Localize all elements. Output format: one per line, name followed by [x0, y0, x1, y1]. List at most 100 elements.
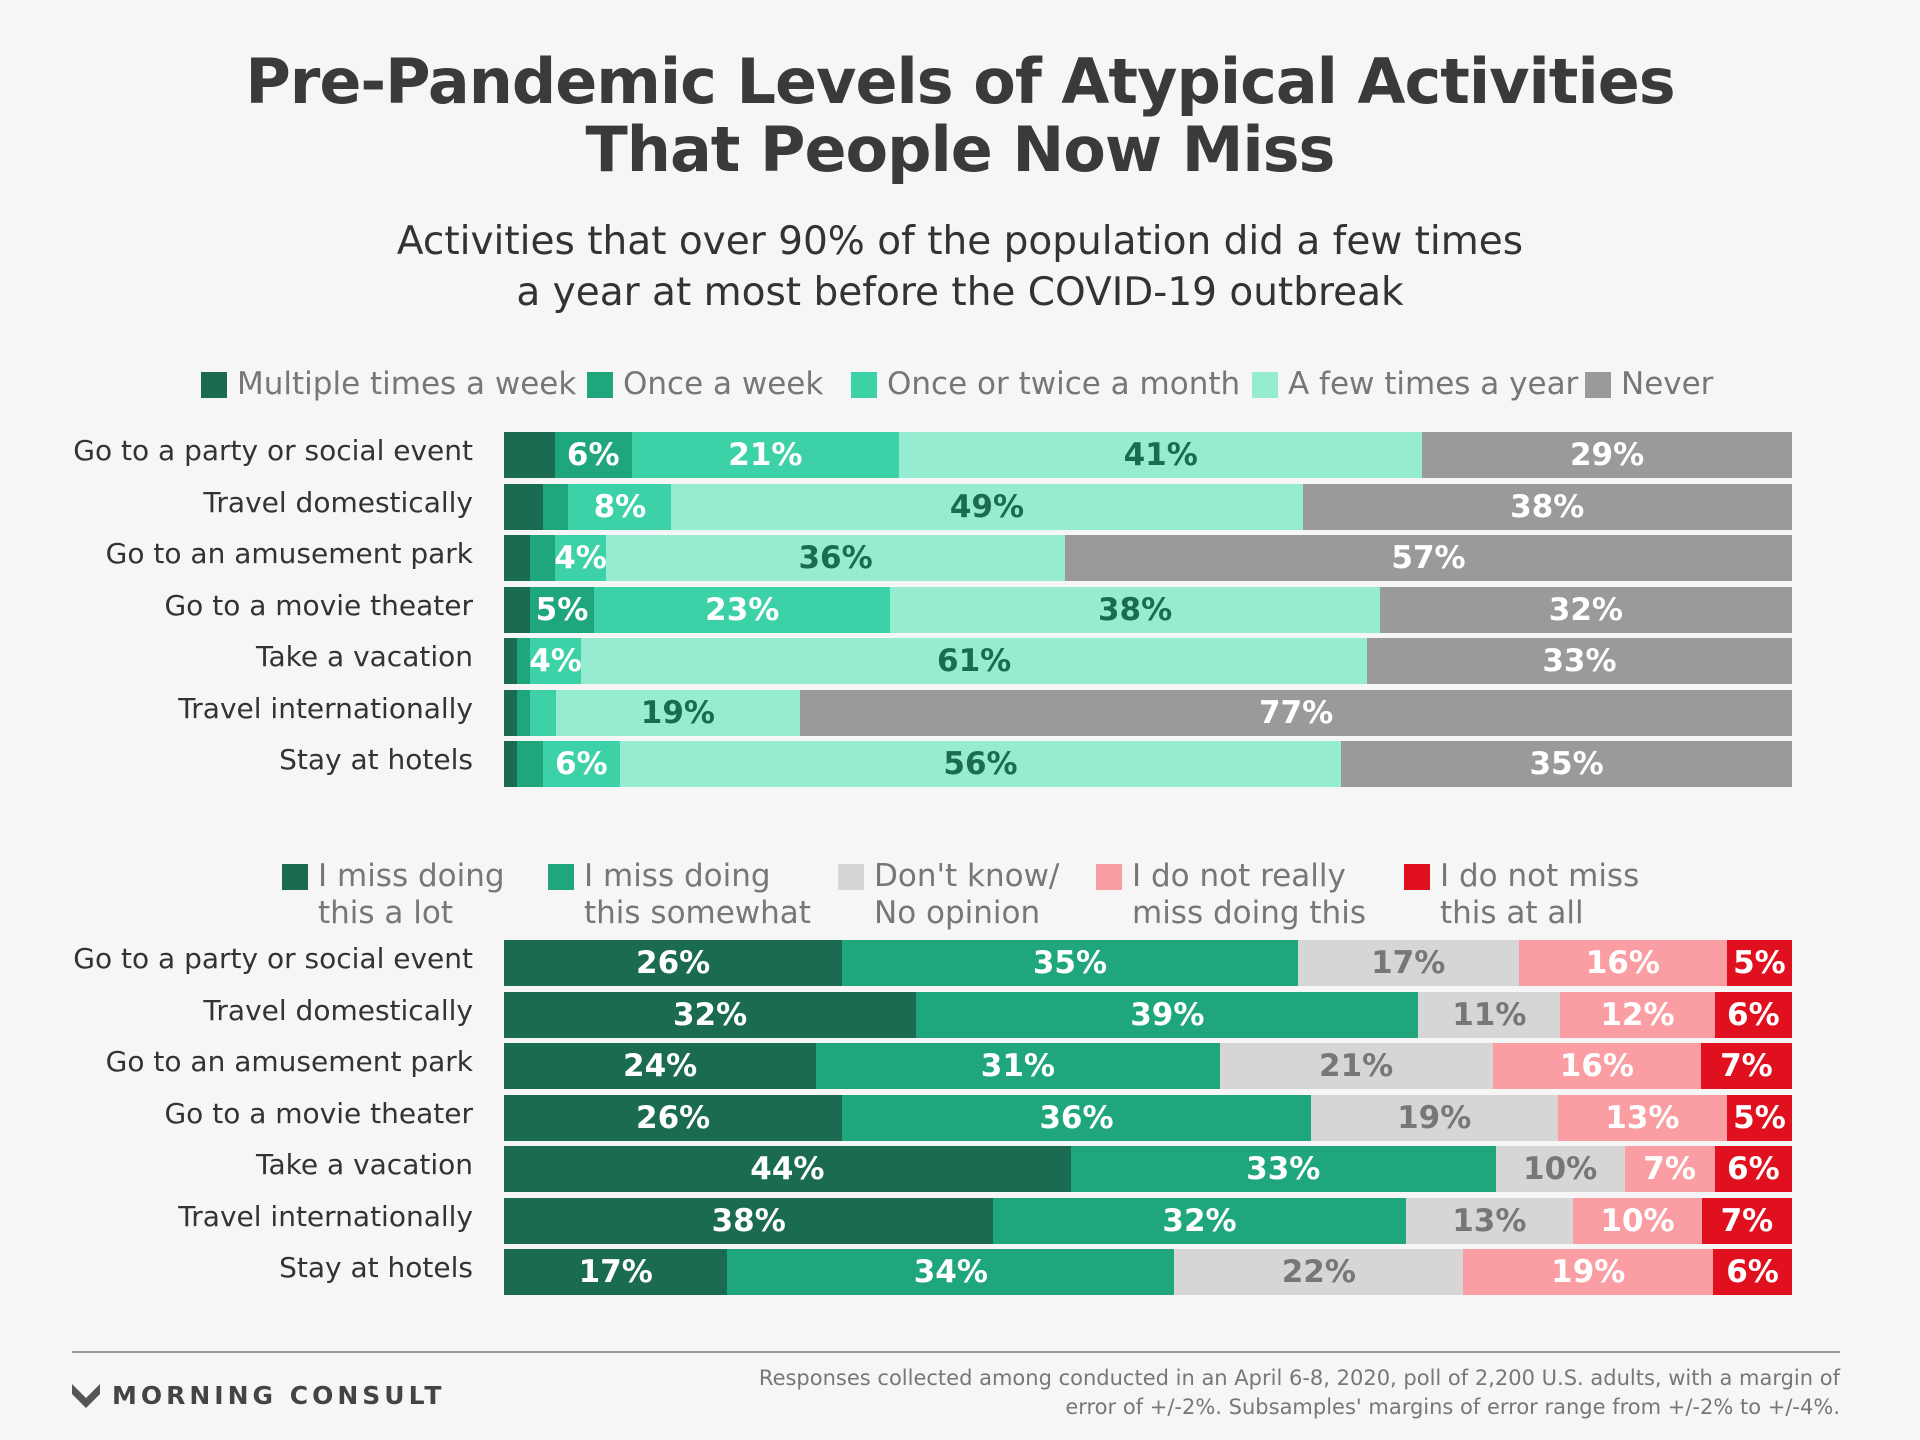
legend-swatch [587, 372, 613, 398]
bar-segment: 13% [1405, 1198, 1574, 1244]
bar-segment: 26% [504, 940, 843, 986]
legend-swatch [851, 372, 877, 398]
stacked-bar: 4% 36% 57% [504, 535, 1792, 581]
bar-segment: 7% [1624, 1146, 1715, 1192]
legend-swatch [548, 864, 574, 890]
stacked-bar: 6% 56% 35% [504, 741, 1792, 787]
bar-segment: 6% [1714, 992, 1792, 1038]
stacked-bar: 4% 61% 33% [504, 638, 1792, 684]
bar-segment: 56% [619, 741, 1342, 787]
legend-item: Don't know/ No opinion [838, 858, 1059, 932]
legend-label: Once a week [623, 366, 824, 402]
footer-divider [72, 1351, 1840, 1353]
bar-segment: 49% [671, 484, 1303, 530]
bar-segment [504, 741, 517, 787]
bar-segment: 61% [581, 638, 1367, 684]
bar-segment: 21% [631, 432, 900, 478]
stacked-bar: 26% 36% 19% 13% 5% [504, 1095, 1792, 1141]
bar-segment: 19% [1310, 1095, 1558, 1141]
bar-segment: 5% [529, 587, 595, 633]
category-label: Go to a movie theater [164, 589, 473, 622]
bar-segment: 34% [727, 1249, 1175, 1295]
legend-label: A few times a year [1288, 366, 1579, 402]
bar-segment: 8% [568, 484, 672, 530]
bar-segment: 10% [1495, 1146, 1625, 1192]
bar-segment [516, 638, 530, 684]
bar-segment: 4% [554, 535, 607, 581]
legend-item: I do not really miss doing this [1096, 858, 1366, 932]
bar-segment: 21% [1219, 1043, 1493, 1089]
legend-item: A few times a year [1252, 366, 1578, 403]
brand-name: MORNING CONSULT [112, 1381, 446, 1410]
legend-swatch [1404, 864, 1430, 890]
bar-segment [516, 741, 543, 787]
bar-segment: 35% [1341, 741, 1792, 787]
bar-segment: 77% [800, 690, 1792, 736]
legend-item: I miss doing this a lot [282, 858, 505, 932]
chart-subtitle: Activities that over 90% of the populati… [396, 219, 1524, 315]
bar-segment [516, 690, 530, 736]
category-label: Go to an amusement park [105, 537, 473, 570]
miss-legend: I miss doing this a lot I miss doing this… [0, 855, 1920, 935]
bar-segment [504, 690, 517, 736]
bar-segment: 17% [504, 1249, 728, 1295]
bar-segment: 24% [504, 1043, 817, 1089]
legend-item: Multiple times a week [201, 366, 576, 403]
bar-segment: 38% [1302, 484, 1792, 530]
bar-segment: 11% [1418, 992, 1561, 1038]
legend-label: Don't know/ No opinion [874, 858, 1060, 931]
stacked-bar: 38% 32% 13% 10% 7% [504, 1198, 1792, 1244]
legend-swatch [201, 372, 227, 398]
bar-segment: 12% [1560, 992, 1715, 1038]
bar-segment [504, 587, 530, 633]
stacked-bar: 19% 77% [504, 690, 1792, 736]
legend-item: Never [1585, 366, 1713, 403]
bar-segment: 33% [1070, 1146, 1496, 1192]
bar-segment: 7% [1700, 1043, 1792, 1089]
bar-segment: 6% [542, 741, 620, 787]
bar-segment: 5% [1726, 1095, 1792, 1141]
category-label: Take a vacation [256, 640, 473, 673]
bar-segment [504, 535, 530, 581]
bar-segment: 5% [1726, 940, 1792, 986]
stacked-bar: 6% 21% 41% 29% [504, 432, 1792, 478]
stacked-bar: 24% 31% 21% 16% 7% [504, 1043, 1792, 1089]
bar-segment: 19% [555, 690, 801, 736]
chart-title: Pre-Pandemic Levels of Atypical Activiti… [245, 45, 1675, 186]
category-label: Travel domestically [203, 994, 473, 1027]
bar-segment: 23% [594, 587, 891, 633]
bar-segment: 33% [1366, 638, 1792, 684]
bar-segment: 22% [1174, 1249, 1464, 1295]
bar-segment [504, 432, 555, 478]
bar-segment: 6% [1713, 1249, 1792, 1295]
bar-segment: 35% [842, 940, 1298, 986]
legend-item: Once or twice a month [851, 366, 1240, 403]
category-label: Go to a movie theater [164, 1097, 473, 1130]
bar-segment: 16% [1518, 940, 1727, 986]
category-label: Go to an amusement park [105, 1045, 473, 1078]
bar-segment: 6% [1714, 1146, 1792, 1192]
stacked-bar: 32% 39% 11% 12% 6% [504, 992, 1792, 1038]
bar-segment: 4% [529, 638, 582, 684]
bar-segment: 32% [993, 1198, 1406, 1244]
bar-segment: 13% [1557, 1095, 1727, 1141]
stacked-bar: 5% 23% 38% 32% [504, 587, 1792, 633]
morning-consult-icon [72, 1383, 100, 1408]
category-label: Stay at hotels [279, 743, 473, 776]
category-label: Stay at hotels [279, 1251, 473, 1284]
category-label: Travel internationally [178, 692, 473, 725]
legend-swatch [282, 864, 308, 890]
legend-item: I do not miss this at all [1404, 858, 1639, 932]
frequency-legend: Multiple times a week Once a week Once or … [0, 366, 1920, 446]
legend-label: Never [1621, 366, 1714, 402]
bar-segment [504, 484, 543, 530]
legend-label: I miss doing this somewhat [584, 858, 811, 931]
bar-segment: 57% [1065, 535, 1792, 581]
legend-item: Once a week [587, 366, 823, 403]
bar-segment: 41% [899, 432, 1423, 478]
bar-segment: 17% [1297, 940, 1519, 986]
bar-segment: 36% [606, 535, 1066, 581]
bar-segment: 26% [504, 1095, 843, 1141]
legend-swatch [1252, 372, 1278, 398]
legend-item: I miss doing this somewhat [548, 858, 811, 932]
